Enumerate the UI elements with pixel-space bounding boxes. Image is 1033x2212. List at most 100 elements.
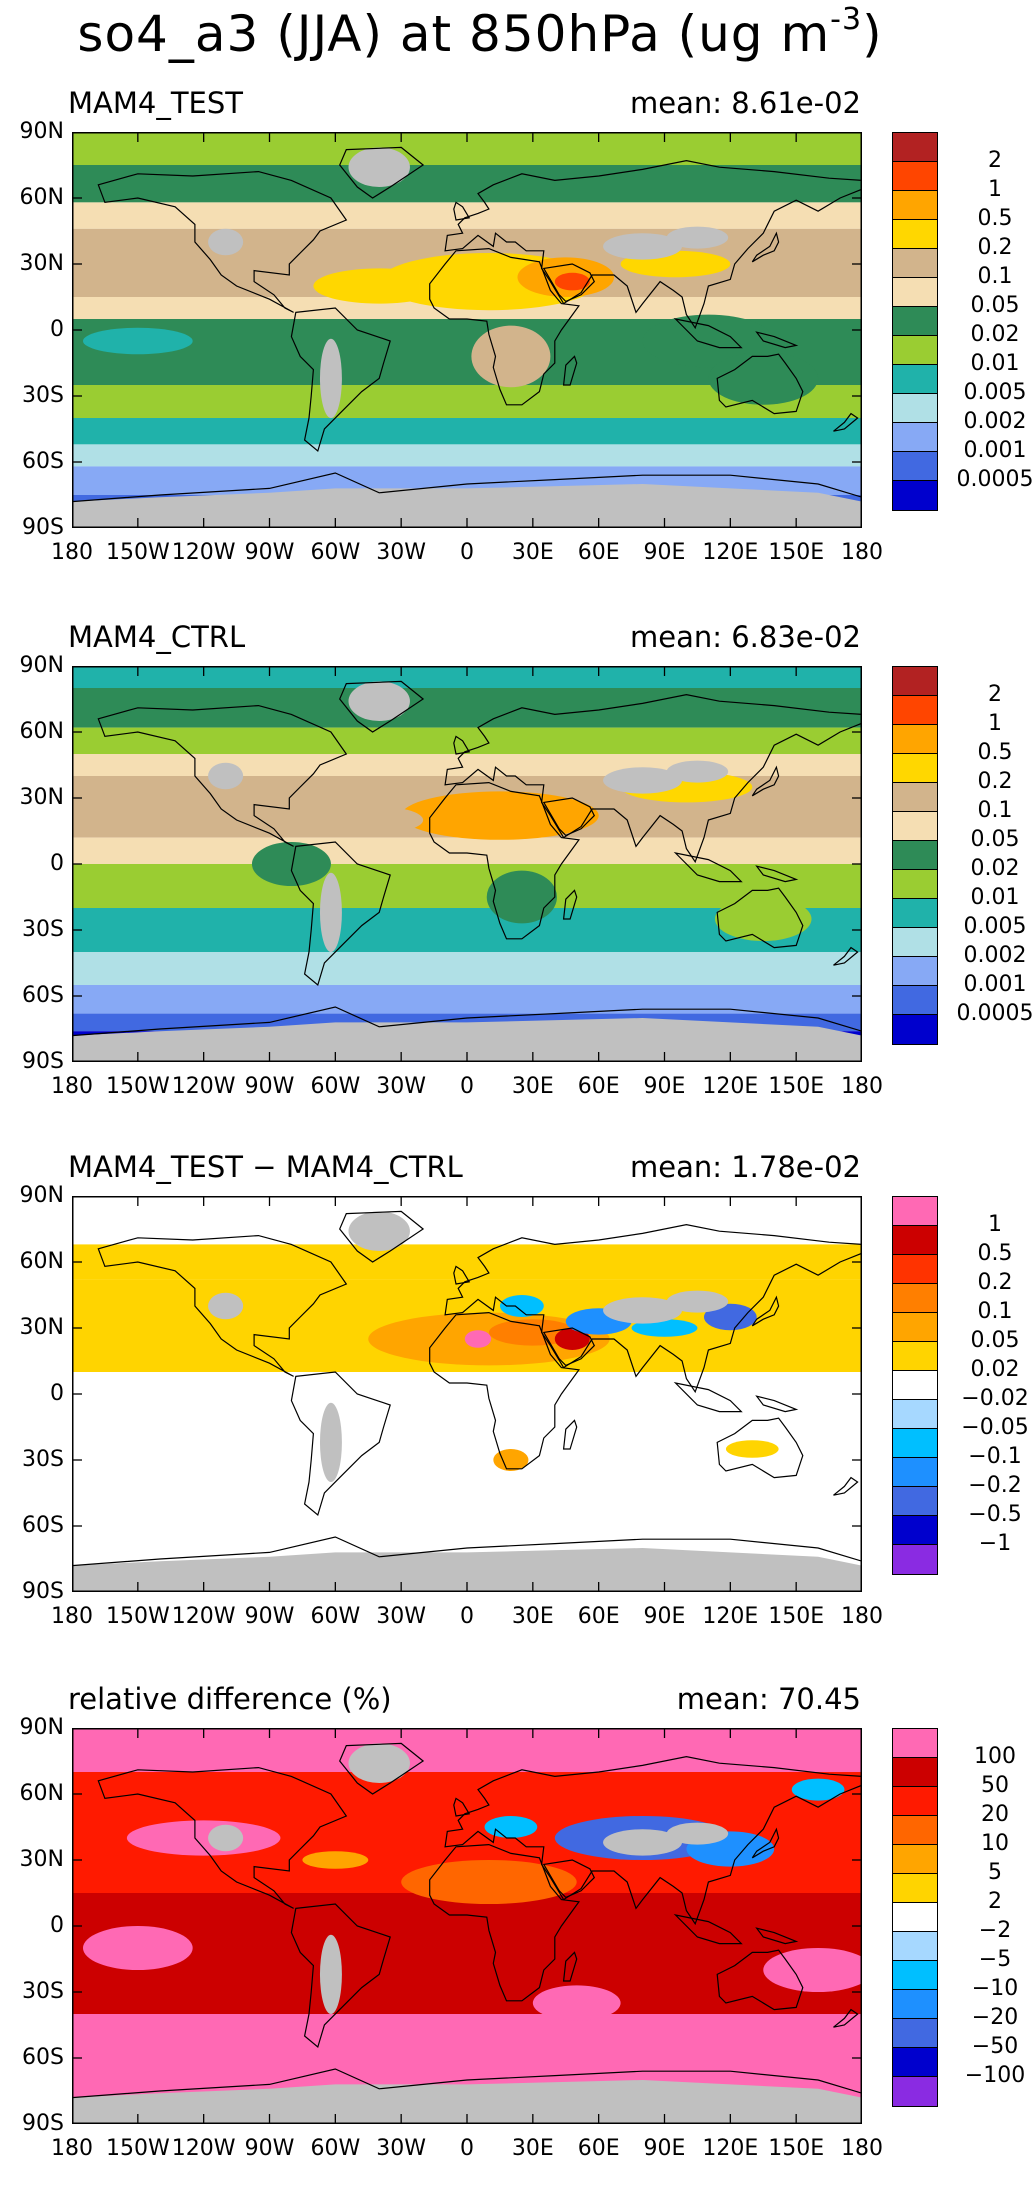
- masked-land: [208, 228, 244, 256]
- colorbar-level-label: 0.002: [963, 409, 1027, 434]
- y-tick-label: 0: [50, 1913, 64, 1938]
- x-tick-label: 120E: [702, 2136, 759, 2161]
- colorbar-level-label: 5: [988, 1860, 1002, 1885]
- coastline: [755, 865, 799, 883]
- x-tick-label: 30W: [376, 2136, 427, 2161]
- x-tick-label: 60W: [310, 2136, 361, 2161]
- coastline: [290, 307, 391, 453]
- y-tick-label: 90N: [19, 653, 64, 678]
- colorbar-level-label: 0.002: [963, 943, 1027, 968]
- coastline: [97, 704, 348, 847]
- colorbar-swatch: [892, 1341, 938, 1372]
- colorbar-swatch: [892, 219, 938, 250]
- colorbar-level-label: −10: [971, 1976, 1019, 2001]
- colorbar-swatch: [892, 1728, 938, 1759]
- x-tick-label: 30W: [376, 1074, 427, 1099]
- contour-blob: [631, 1319, 698, 1337]
- contour-blob: [499, 1295, 544, 1317]
- map-svg: [72, 666, 862, 1062]
- x-tick-label: 120E: [702, 1604, 759, 1629]
- contour-blob: [484, 1816, 538, 1838]
- map-plot: [72, 1196, 862, 1592]
- colorbar-level-label: 1: [988, 1212, 1002, 1237]
- contour-band: [72, 1893, 862, 2014]
- masked-land: [666, 1822, 729, 1845]
- colorbar-swatch: [892, 666, 938, 697]
- masked-land: [208, 762, 244, 790]
- contour-band: [72, 754, 862, 776]
- x-tick-label: 90W: [244, 1074, 295, 1099]
- y-tick-label: 90S: [22, 1049, 64, 1074]
- coastline: [755, 331, 799, 349]
- x-tick-label: 60W: [310, 1604, 361, 1629]
- masked-land: [319, 338, 342, 418]
- coastline: [755, 1927, 799, 1945]
- colorbar-swatch: [892, 190, 938, 221]
- x-tick-label: 0: [460, 540, 474, 565]
- coastline: [290, 841, 391, 987]
- contour-blob: [302, 1851, 369, 1869]
- colorbar-swatch: [892, 248, 938, 279]
- x-tick-label: 30E: [511, 1074, 554, 1099]
- colorbar-level-label: −50: [971, 2034, 1019, 2059]
- contour-blob: [708, 352, 819, 405]
- x-tick-label: 120E: [702, 1074, 759, 1099]
- contour-blob: [493, 1449, 529, 1471]
- masked-land: [603, 1829, 683, 1856]
- colorbar-swatch: [892, 1873, 938, 1904]
- contour-blob: [401, 1860, 577, 1904]
- x-tick-label: 120W: [171, 1604, 236, 1629]
- colorbar-level-label: 0.2: [977, 235, 1013, 260]
- colorbar-level-label: 1: [988, 711, 1002, 736]
- colorbar-level-label: 0.1: [977, 1299, 1013, 1324]
- colorbar-swatch: [892, 1370, 938, 1401]
- colorbar-swatch: [892, 1786, 938, 1817]
- colorbar-level-label: 2: [988, 682, 1002, 707]
- x-tick-label: 150W: [105, 1074, 170, 1099]
- contour-band: [72, 837, 862, 864]
- x-tick-label: 30W: [376, 1604, 427, 1629]
- y-tick-label: 60N: [19, 1781, 64, 1806]
- map-plot: [72, 132, 862, 528]
- colorbar-level-label: 0.02: [970, 856, 1020, 881]
- colorbar-swatch: [892, 811, 938, 842]
- y-tick-label: 90S: [22, 515, 64, 540]
- contour-blob: [82, 1926, 193, 1970]
- colorbar-swatch: [892, 1486, 938, 1517]
- colorbar-swatch: [892, 840, 938, 871]
- contour-blob: [532, 1985, 621, 2021]
- y-tick-label: 60N: [19, 185, 64, 210]
- panel-mean: mean: 6.83e-02: [629, 620, 861, 654]
- coastline: [562, 1951, 578, 1982]
- map-svg: [72, 1728, 862, 2124]
- coastline: [72, 1006, 862, 1037]
- colorbar-swatch: [892, 927, 938, 958]
- colorbar-swatch: [892, 695, 938, 726]
- y-tick-label: 60S: [22, 2045, 64, 2070]
- colorbar-swatch: [892, 132, 938, 163]
- coastline: [673, 318, 743, 349]
- colorbar-swatch: [892, 782, 938, 813]
- colorbar-level-label: 0.2: [977, 1270, 1013, 1295]
- colorbar-swatch: [892, 753, 938, 784]
- coastline: [97, 1234, 348, 1377]
- colorbar-level-label: −0.5: [968, 1502, 1022, 1527]
- colorbar-swatch: [892, 2018, 938, 2049]
- colorbar-level-label: 0.05: [970, 827, 1020, 852]
- coastline: [751, 231, 780, 263]
- coastline: [290, 1371, 391, 1517]
- colorbar-swatch: [892, 869, 938, 900]
- colorbar-swatch: [892, 422, 938, 453]
- colorbar-level-label: 0.5: [977, 1241, 1013, 1266]
- contour-blob: [554, 272, 590, 291]
- contour-blob: [313, 268, 446, 304]
- x-tick-label: 180: [841, 1604, 883, 1629]
- coastline: [833, 2008, 859, 2028]
- x-tick-label: 0: [460, 2136, 474, 2161]
- x-tick-label: 120W: [171, 2136, 236, 2161]
- colorbar-level-label: 20: [981, 1802, 1009, 1827]
- coastline: [751, 1827, 780, 1859]
- contour-band: [72, 444, 862, 467]
- panel-label: relative difference (%): [68, 1682, 392, 1716]
- x-tick-label: 180: [51, 540, 93, 565]
